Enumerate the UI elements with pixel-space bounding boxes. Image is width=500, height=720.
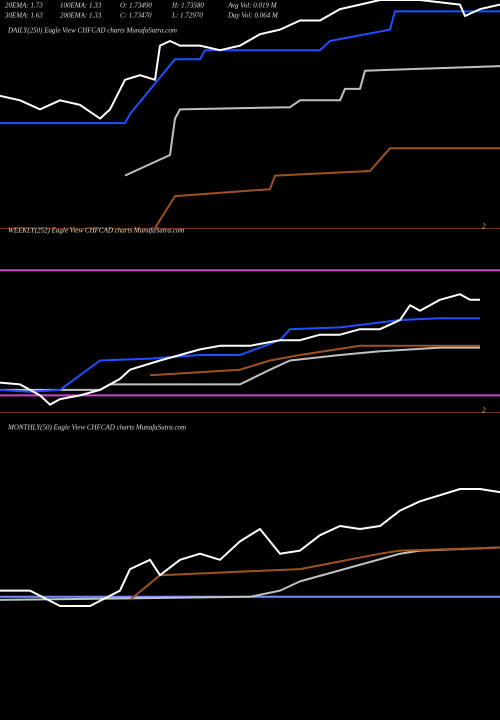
header-stat: 30EMA: 1.63 (4, 12, 43, 20)
price-line (129, 546, 500, 601)
header-stat: 100EMA: 1.33 (60, 2, 102, 10)
header-stat: Day Vol: 0.064 M (227, 12, 279, 20)
panel-annotation: 2 (482, 407, 486, 415)
price-line (124, 65, 500, 177)
header-stat: O: 1.73490 (120, 2, 152, 10)
chart-title: DAILY(250) Eagle View CHFCAD charts Muna… (7, 27, 177, 35)
price-line (154, 147, 500, 229)
header-stat: C: 1.73470 (120, 12, 152, 20)
panel-annotation: 2 (482, 223, 486, 231)
price-line (149, 344, 480, 377)
header-stat: H: 1.73580 (171, 2, 204, 10)
header-stat: 200EMA: 1.33 (60, 12, 102, 20)
price-line (0, 293, 480, 406)
price-line (0, 0, 500, 120)
price-line (0, 546, 500, 601)
chart-title: WEEKLY(252) Eagle View CHFCAD charts Mun… (8, 227, 184, 235)
header-stat: Avg Vol: 0.019 M (227, 2, 278, 10)
price-line (0, 10, 500, 125)
header-stat: 20EMA: 1.73 (5, 2, 43, 10)
price-line (0, 317, 480, 393)
price-line (0, 488, 500, 607)
header-stat: L: 1.72970 (171, 12, 203, 20)
chart-title: MONTHLY(50) Eagle View CHFCAD charts Mun… (7, 424, 186, 432)
